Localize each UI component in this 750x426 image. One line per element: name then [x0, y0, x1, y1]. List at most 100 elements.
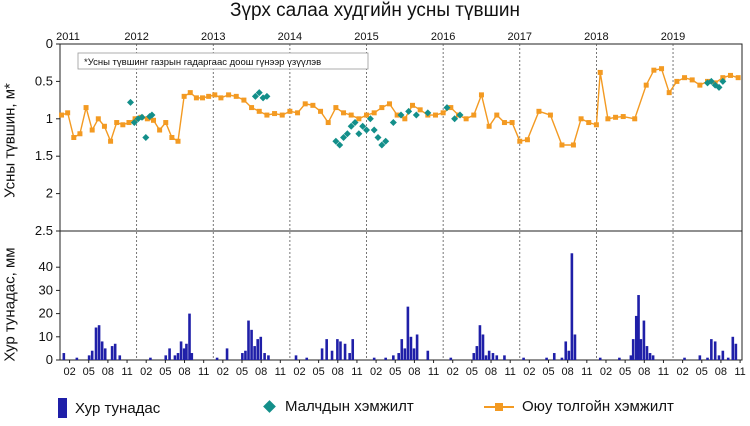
legend-swatch-precipitation — [58, 398, 67, 418]
ot-point — [295, 110, 301, 116]
herder-point — [332, 137, 340, 145]
herder-point — [443, 104, 451, 112]
month-tick-label: 02 — [523, 366, 535, 378]
precipitation-bar — [263, 353, 266, 360]
ot-point — [71, 135, 77, 140]
precipitation-bar — [75, 357, 79, 360]
precipitation-bar — [190, 353, 194, 360]
herder-point — [359, 122, 367, 130]
precipitation-bar — [343, 343, 347, 360]
ot-point — [547, 112, 553, 118]
year-label: 2012 — [124, 31, 148, 43]
ot-point — [287, 108, 293, 114]
precipitation-bar — [90, 350, 94, 360]
water-level-tick-label: 2.5 — [35, 223, 53, 238]
precipitation-bar — [731, 336, 735, 360]
herder-point — [378, 141, 386, 149]
precipitation-bar — [392, 355, 395, 360]
precipitation-bar — [403, 348, 407, 360]
month-tick-label: 08 — [332, 366, 344, 378]
ot-point — [83, 105, 89, 111]
ot-point — [181, 93, 187, 99]
precipitation-bar — [415, 334, 419, 360]
ot-point — [417, 107, 423, 113]
precipitation-bar — [185, 343, 188, 360]
legend-item-herder: Малчдын хэмжилт — [262, 398, 414, 415]
ot-point — [432, 112, 438, 118]
precipitation-bar — [325, 339, 328, 360]
herder-point — [138, 113, 146, 121]
precipitation-bar — [215, 357, 219, 360]
precipitation-bar — [629, 355, 633, 360]
herder-point — [715, 83, 723, 91]
herder-point — [382, 137, 390, 145]
ot-point — [440, 110, 446, 116]
ot-point — [371, 110, 377, 116]
precipitation-bar — [503, 355, 506, 360]
precipitation-bar — [241, 353, 244, 360]
month-tick-label: 11 — [121, 366, 132, 378]
month-tick-label: 02 — [63, 366, 75, 378]
precipitation-bar — [339, 341, 342, 360]
ot-point — [212, 92, 218, 98]
ot-point — [126, 120, 132, 126]
precipitation-bar — [267, 355, 270, 360]
ot-point — [364, 112, 370, 118]
ot-point — [89, 127, 95, 133]
herder-point — [340, 134, 348, 141]
precipitation-bar — [110, 346, 114, 360]
precipitation-bar — [247, 320, 250, 360]
year-label: 2013 — [201, 31, 225, 43]
ot-point — [249, 105, 255, 111]
month-tick-label: 05 — [542, 366, 554, 378]
herder-point — [451, 115, 459, 123]
herder-point — [263, 92, 271, 100]
year-label: 2016 — [431, 31, 455, 43]
precipitation-bar — [495, 355, 499, 360]
herder-point — [374, 134, 382, 141]
precipitation-bar — [100, 341, 104, 360]
precipitation-bar — [113, 343, 117, 360]
year-label: 2011 — [56, 31, 80, 43]
legend: Хур тунадас Малчдын хэмжилт Оюу толгойн … — [0, 398, 750, 422]
ot-point — [494, 112, 500, 118]
ot-point — [605, 116, 611, 122]
herder-point — [719, 77, 727, 85]
ot-point — [559, 142, 565, 148]
precipitation-bar — [522, 357, 525, 360]
ot-point — [144, 116, 150, 122]
ot-point — [689, 77, 695, 83]
ot-point — [279, 112, 285, 118]
ot-point — [120, 122, 126, 128]
chart-canvas: 2011 2012 2013 2014 2015 2016 2017 2018 201900.5… — [35, 31, 746, 378]
precipitation-bar — [412, 348, 416, 360]
herder-point — [397, 111, 405, 119]
herder-point — [343, 130, 351, 138]
month-tick-label: 08 — [715, 366, 727, 378]
month-tick-label: 11 — [351, 366, 362, 378]
year-label: 2019 — [661, 31, 685, 43]
ot-point — [187, 90, 193, 96]
month-tick-label: 02 — [140, 366, 152, 378]
precipitation-bar — [472, 353, 476, 360]
ot-point — [402, 116, 408, 122]
precipitation-bar — [481, 334, 485, 360]
ot-point — [509, 120, 515, 126]
ot-point — [697, 82, 703, 88]
water-level-tick-label: 0.5 — [35, 73, 53, 88]
month-tick-label: 05 — [83, 366, 95, 378]
precipitation-tick-label: 0 — [46, 352, 53, 367]
month-tick-label: 05 — [236, 366, 248, 378]
herder-point — [405, 107, 413, 115]
ot-point — [379, 105, 385, 111]
herder-point — [366, 115, 374, 123]
precipitation-bar — [651, 355, 655, 360]
ot-point — [95, 116, 101, 122]
ot-point — [448, 105, 454, 111]
month-tick-label: 02 — [217, 366, 229, 378]
month-tick-label: 02 — [676, 366, 688, 378]
herder-point — [412, 111, 420, 119]
precipitation-bar — [250, 329, 253, 360]
precipitation-bar — [400, 339, 404, 360]
note-text: *Усны түвшинг газрын гадаргаас доош гүнэ… — [84, 57, 321, 68]
